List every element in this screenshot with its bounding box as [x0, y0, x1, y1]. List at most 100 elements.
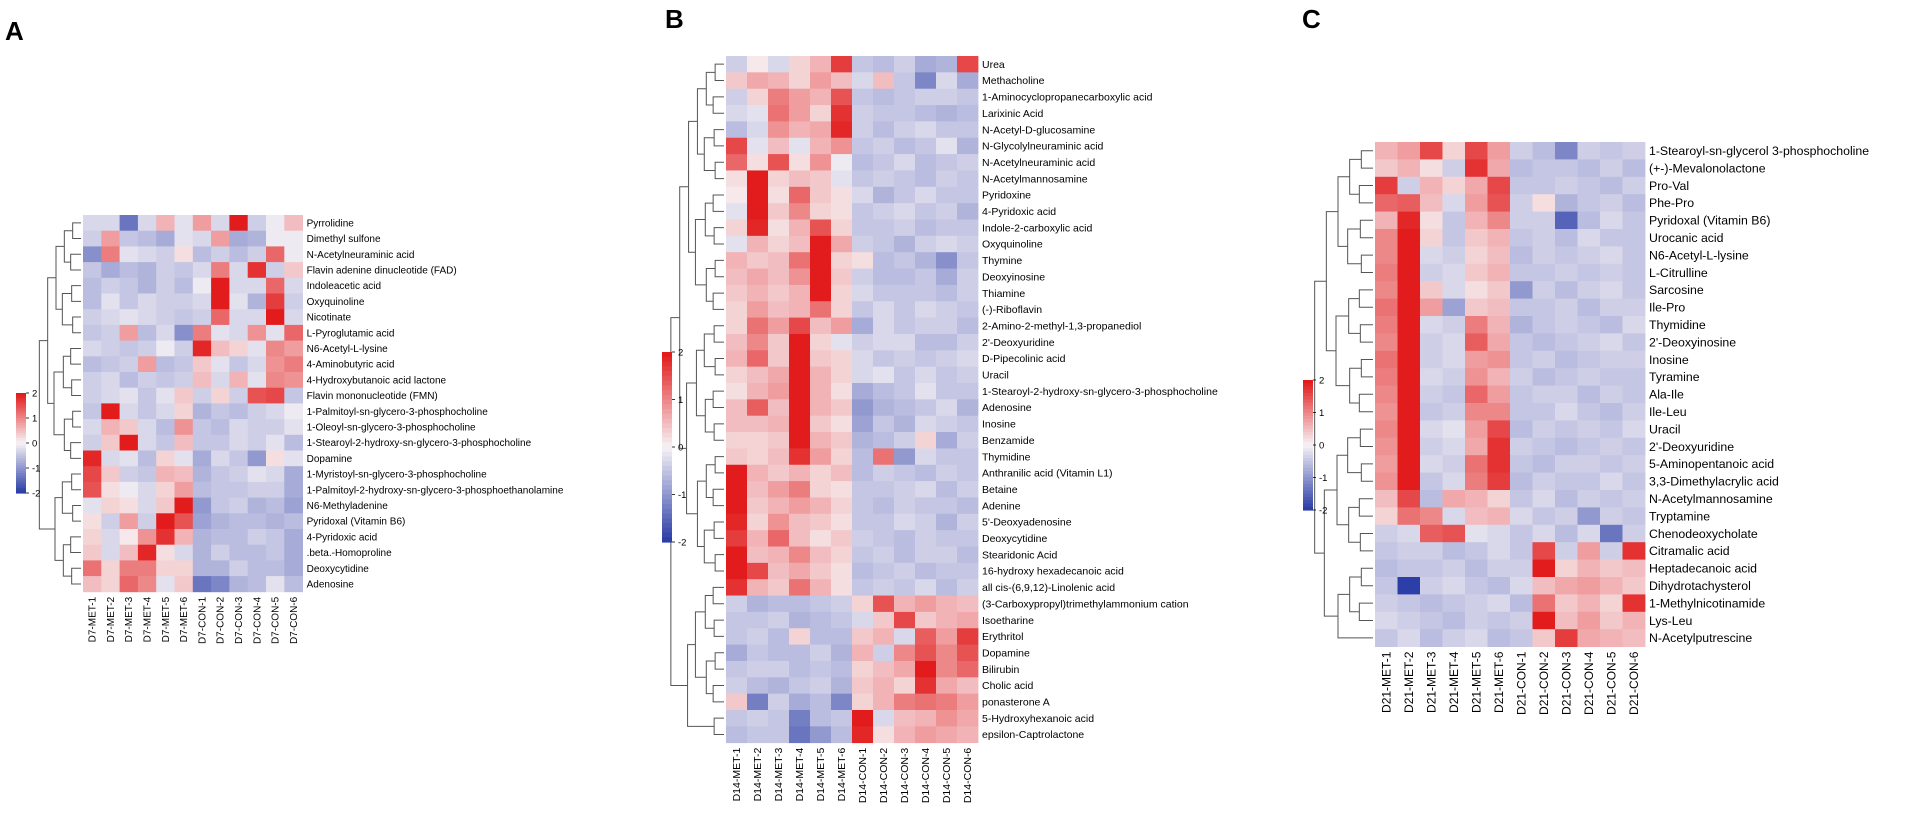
legend-swatch [662, 442, 672, 448]
heatmap-cell [747, 186, 769, 204]
heatmap-cell [768, 399, 790, 417]
heatmap-cell [915, 415, 937, 433]
legend-tick-label: -2 [678, 538, 686, 549]
legend-swatch [1303, 406, 1313, 410]
legend-swatch [1303, 490, 1313, 495]
heatmap-cell [873, 383, 895, 400]
heatmap-cell [810, 677, 832, 695]
panel-letter: B [665, 4, 684, 34]
heatmap-cell [1600, 211, 1623, 230]
heatmap-cell [1397, 629, 1421, 647]
heatmap-cell [936, 432, 958, 449]
heatmap-cell [83, 293, 102, 310]
heatmap-cell [789, 399, 811, 417]
heatmap-cell [1487, 316, 1511, 334]
legend-tick-label: 1 [1319, 408, 1324, 419]
legend-swatch [16, 463, 26, 467]
dendrogram-branch [714, 161, 724, 180]
heatmap-cell [156, 450, 175, 467]
column-label: D21-MET-3 [1424, 651, 1438, 713]
heatmap-cell [957, 56, 979, 73]
heatmap-cell [852, 513, 874, 531]
heatmap-cell [156, 262, 175, 279]
row-label: Deoxycytidine [982, 533, 1048, 545]
heatmap-cell [957, 464, 979, 482]
heatmap-cell [1555, 176, 1578, 195]
column-label: D14-CON-6 [962, 748, 974, 804]
heatmap-cell [957, 660, 979, 678]
heatmap-cell [174, 340, 194, 357]
dendrogram-branch [1358, 185, 1373, 204]
heatmap-cell [915, 350, 937, 368]
legend-swatch [662, 371, 672, 377]
heatmap-cell [873, 301, 895, 318]
heatmap-cell [1397, 368, 1421, 386]
row-label: Flavin adenine dinucleotide (FAD) [307, 265, 457, 276]
dendrogram-branch [72, 316, 81, 334]
column-label: D7-CON-6 [289, 596, 300, 644]
dendrogram-branch [713, 619, 724, 637]
heatmap-cell [852, 350, 874, 368]
heatmap-cell [1420, 194, 1443, 212]
heatmap-cell [957, 88, 979, 106]
heatmap-cell [789, 595, 811, 613]
heatmap-cell [192, 277, 212, 294]
heatmap-cell [957, 284, 979, 302]
heatmap-cell [211, 277, 230, 294]
heatmap-cell [831, 268, 853, 286]
heatmap-cell [1555, 629, 1578, 647]
heatmap-cell [1487, 437, 1511, 456]
heatmap-cell [1487, 420, 1511, 439]
legend-swatch [16, 393, 26, 397]
panel-letter: A [5, 16, 24, 46]
heatmap-cell [137, 293, 157, 310]
heatmap-cell [873, 677, 895, 695]
dendrogram-branch [712, 390, 724, 409]
legend-swatch [1303, 471, 1313, 475]
heatmap-cell [894, 628, 916, 645]
heatmap-cell [137, 403, 157, 420]
heatmap-cell [174, 450, 194, 467]
heatmap-cell [852, 448, 874, 466]
heatmap-cell [1577, 437, 1601, 456]
heatmap-cell [1510, 142, 1533, 160]
heatmap-cell [1397, 542, 1421, 560]
heatmap-cell [852, 530, 874, 547]
heatmap-cell [1532, 350, 1556, 369]
heatmap-cell [852, 644, 874, 662]
heatmap-cell [873, 333, 895, 351]
heatmap-cell [726, 203, 748, 220]
heatmap-cell [894, 530, 916, 547]
heatmap-cell [789, 448, 811, 466]
heatmap-cell [174, 529, 194, 546]
heatmap-cell [1510, 350, 1533, 369]
heatmap-cell [936, 448, 958, 466]
row-label: Benzamide [982, 435, 1035, 447]
heatmap-cell [1487, 159, 1511, 178]
heatmap-cell [137, 434, 157, 451]
heatmap-cell [137, 309, 157, 326]
heatmap-cell [1510, 333, 1533, 352]
heatmap-cell [137, 230, 157, 247]
heatmap-cell [284, 387, 303, 404]
dendrogram-branch [714, 456, 724, 474]
heatmap-cell [1420, 281, 1443, 299]
legend-swatch [16, 460, 26, 464]
heatmap-cell [1465, 403, 1488, 421]
legend-swatch [662, 456, 672, 462]
heatmap-cell [768, 383, 790, 400]
heatmap-cell [873, 284, 895, 302]
heatmap-cell [192, 230, 212, 247]
heatmap-cell [192, 309, 212, 326]
dendrogram-branch [694, 219, 707, 286]
heatmap-cell [156, 230, 175, 247]
heatmap-cell [211, 230, 230, 247]
heatmap-cell [810, 56, 832, 73]
heatmap-cell [789, 415, 811, 433]
heatmap-cell [247, 277, 267, 294]
heatmap-cell [894, 186, 916, 204]
legend-swatch [16, 443, 26, 447]
heatmap-cell [1577, 350, 1601, 369]
heatmap-cell [192, 356, 212, 373]
heatmap-cell [1577, 229, 1601, 247]
